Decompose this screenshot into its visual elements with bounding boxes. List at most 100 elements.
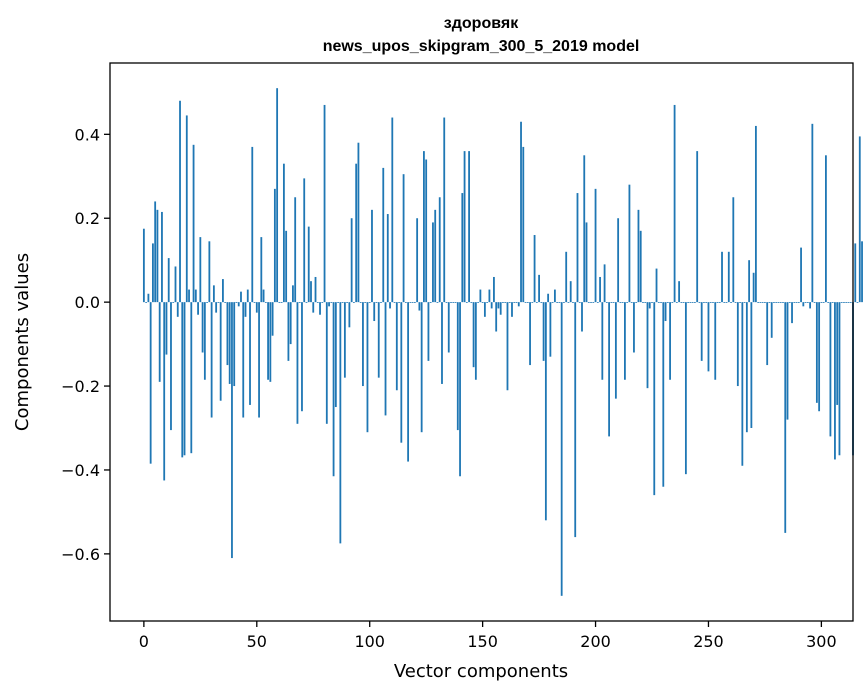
chart-title: здоровяк <box>444 15 519 32</box>
bar <box>682 302 685 303</box>
bar <box>517 302 520 307</box>
bar <box>156 209 159 303</box>
x-tick-label: 50 <box>247 632 267 651</box>
bar <box>362 302 364 387</box>
bar <box>163 302 166 481</box>
bar <box>206 302 209 303</box>
bar <box>154 201 157 303</box>
bar <box>183 302 186 456</box>
bar <box>260 237 263 303</box>
bar <box>477 302 480 303</box>
bar <box>585 222 588 303</box>
bar <box>678 281 681 303</box>
bar <box>698 302 701 303</box>
bar <box>648 302 651 309</box>
bar <box>822 302 825 303</box>
bar <box>330 302 333 303</box>
y-tick-label: −0.6 <box>61 545 100 564</box>
bar <box>793 302 796 303</box>
bar <box>775 302 778 303</box>
bar <box>820 302 823 303</box>
bar <box>553 289 556 303</box>
bar <box>770 302 773 338</box>
bar <box>684 302 687 475</box>
bar <box>486 302 489 303</box>
bar <box>522 146 525 303</box>
bar <box>203 302 206 380</box>
bar <box>603 264 606 303</box>
bar <box>567 302 570 303</box>
bar <box>845 302 848 303</box>
bar <box>802 302 805 307</box>
bar <box>712 302 714 303</box>
bar <box>560 302 563 596</box>
bar <box>529 302 531 366</box>
bar <box>544 302 547 521</box>
bar <box>161 211 163 303</box>
bar <box>572 302 574 303</box>
bar <box>569 281 572 303</box>
bar <box>253 302 256 303</box>
bar <box>716 302 719 303</box>
bar <box>233 302 236 387</box>
bar <box>736 302 739 387</box>
bar <box>251 146 254 303</box>
bar <box>181 302 184 458</box>
bar <box>777 302 780 303</box>
bar <box>734 302 737 303</box>
bar <box>149 302 152 464</box>
bar <box>368 302 371 303</box>
bar <box>456 302 459 431</box>
bar <box>305 302 308 303</box>
bar <box>531 302 534 303</box>
bar <box>635 302 638 303</box>
bar <box>287 302 290 361</box>
bar <box>488 289 491 303</box>
bar <box>142 228 145 303</box>
bar <box>400 302 403 443</box>
bar <box>407 302 410 462</box>
bar <box>357 142 360 303</box>
bar <box>355 163 358 303</box>
bar <box>782 302 784 303</box>
bar <box>687 302 690 303</box>
bar <box>188 289 190 303</box>
bar <box>278 302 281 303</box>
bar <box>323 104 326 303</box>
bar <box>592 302 595 303</box>
bar <box>741 302 744 466</box>
bar <box>310 281 312 303</box>
bar <box>244 302 247 317</box>
bar <box>621 302 624 303</box>
bar <box>375 302 378 303</box>
bar <box>831 302 834 303</box>
bar <box>646 302 649 389</box>
bar <box>285 230 288 303</box>
bar <box>759 302 762 303</box>
bar <box>445 302 448 303</box>
bar <box>551 302 554 303</box>
bar <box>296 302 299 424</box>
bar <box>264 302 267 303</box>
bar <box>289 302 292 345</box>
bar <box>208 241 211 303</box>
y-axis: −0.6 −0.4 −0.2 0.0 0.2 0.4 <box>61 125 110 564</box>
bar <box>642 302 644 303</box>
bar <box>461 193 464 303</box>
bar <box>524 302 527 303</box>
bar <box>384 302 387 416</box>
bar <box>201 302 204 353</box>
bar <box>727 251 730 303</box>
bar <box>784 302 787 533</box>
bar <box>526 302 529 303</box>
bar <box>411 302 414 303</box>
bar <box>806 302 809 303</box>
bar <box>809 302 811 309</box>
bar <box>432 222 434 303</box>
bar <box>269 302 272 382</box>
bar <box>420 302 423 433</box>
x-tick-label: 100 <box>354 632 385 651</box>
bar <box>298 302 301 303</box>
bar <box>660 302 662 303</box>
plot-area-frame <box>109 62 854 622</box>
